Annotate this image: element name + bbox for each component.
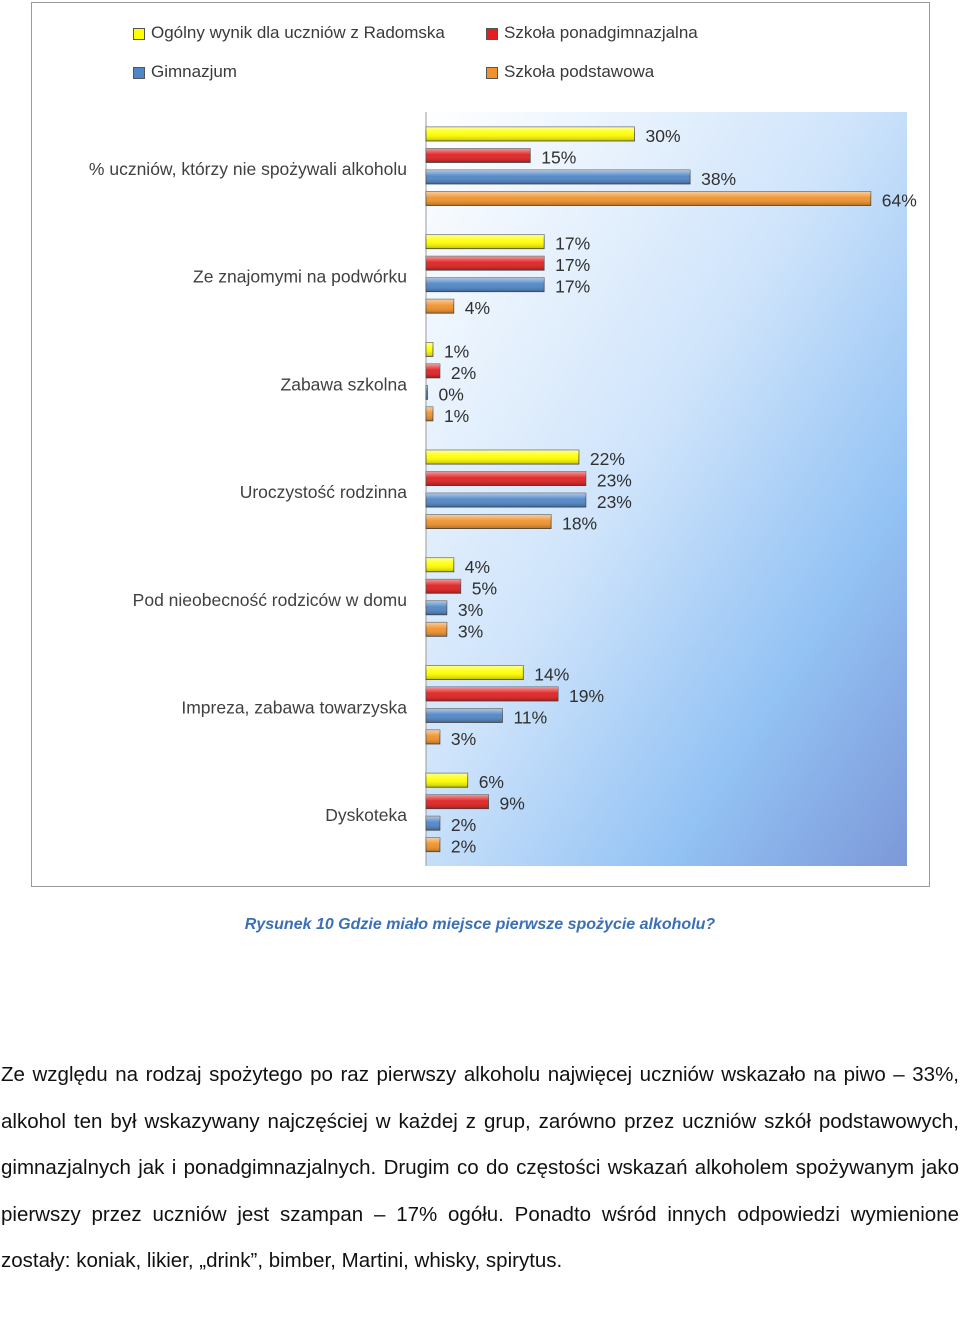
body-paragraph: Ze względu na rodzaj spożytego po raz pi… xyxy=(1,1063,959,1272)
value-label: 23% xyxy=(597,471,632,491)
bar-gloss xyxy=(426,191,871,206)
legend-item-primary: Szkoła podstawowa xyxy=(486,62,654,82)
bar-gloss xyxy=(426,148,531,163)
category-label: Impreza, zabawa towarzyska xyxy=(181,698,407,718)
value-label: 3% xyxy=(458,621,483,641)
bar-gloss xyxy=(426,708,503,723)
value-label: 4% xyxy=(465,557,490,577)
bar-gloss xyxy=(426,773,468,788)
bar-gloss xyxy=(426,127,635,141)
legend-label: Gimnazjum xyxy=(151,62,237,81)
value-label: 17% xyxy=(555,277,590,297)
bar-gloss xyxy=(426,579,461,594)
value-label: 4% xyxy=(465,298,490,318)
value-label: 22% xyxy=(590,449,625,469)
bar-gloss xyxy=(426,514,552,529)
value-label: 64% xyxy=(882,191,917,211)
legend-swatch-overall xyxy=(133,27,145,40)
value-label: 6% xyxy=(479,772,504,792)
value-label: 18% xyxy=(562,514,597,534)
value-label: 5% xyxy=(472,578,497,598)
bar-gloss xyxy=(426,450,579,465)
category-label: Pod nieobecność rodziców w domu xyxy=(133,590,407,610)
bar-gloss xyxy=(426,687,559,701)
legend-label: Szkoła podstawowa xyxy=(504,62,655,81)
category-label: Dyskoteka xyxy=(325,805,407,825)
value-label: 1% xyxy=(444,341,469,361)
bar-gloss xyxy=(426,342,433,357)
plot-background xyxy=(426,112,907,866)
value-label: 38% xyxy=(701,169,736,189)
legend-item-lower-secondary: Gimnazjum xyxy=(133,62,237,82)
category-label: Zabawa szkolna xyxy=(281,374,408,394)
bar-gloss xyxy=(426,730,440,744)
value-label: 19% xyxy=(569,686,604,706)
value-label: 2% xyxy=(451,837,476,857)
value-label: 30% xyxy=(646,126,681,146)
legend-label: Ogólny wynik dla uczniów z Radomska xyxy=(151,23,445,42)
bar-gloss xyxy=(426,406,433,421)
legend-swatch-upper-secondary xyxy=(486,27,498,40)
legend-swatch-lower-secondary xyxy=(133,66,145,79)
value-label: 9% xyxy=(500,794,525,814)
bar-gloss xyxy=(426,363,440,378)
bar-gloss xyxy=(426,794,489,809)
value-labels: 30%15%38%64%17%17%17%4%1%2%0%1%22%23%23%… xyxy=(439,126,917,857)
chart-frame: Ogólny wynik dla uczniów z Radomska Szko… xyxy=(31,2,930,887)
category-labels: % uczniów, którzy nie spożywali alkoholu… xyxy=(89,159,407,825)
bars xyxy=(425,126,872,853)
value-label: 17% xyxy=(555,234,590,254)
bar-gloss xyxy=(426,277,545,292)
bar-gloss xyxy=(426,493,586,508)
category-label: Uroczystość rodzinna xyxy=(240,482,408,502)
bar-gloss xyxy=(426,170,691,184)
figure-caption: Rysunek 10 Gdzie miało miejsce pierwsze … xyxy=(244,916,716,933)
legend-label: Szkoła ponadgimnazjalna xyxy=(504,23,698,42)
bar-chart: % uczniów, którzy nie spożywali alkoholu… xyxy=(89,112,917,866)
bar-gloss xyxy=(426,471,586,486)
bar-gloss xyxy=(426,256,545,271)
value-label: 17% xyxy=(555,255,590,275)
value-label: 23% xyxy=(597,492,632,512)
value-label: 0% xyxy=(439,384,464,404)
bar-gloss xyxy=(426,837,440,852)
bar-gloss xyxy=(426,234,545,249)
value-label: 2% xyxy=(451,815,476,835)
value-label: 2% xyxy=(451,363,476,383)
value-label: 14% xyxy=(534,665,569,685)
bar-gloss xyxy=(426,816,440,831)
legend-item-upper-secondary: Szkoła ponadgimnazjalna xyxy=(486,23,698,43)
value-label: 15% xyxy=(541,148,576,168)
bar-gloss xyxy=(426,557,454,572)
bar-gloss xyxy=(426,665,524,680)
value-label: 3% xyxy=(451,729,476,749)
legend-item-overall: Ogólny wynik dla uczniów z Radomska xyxy=(133,23,445,43)
category-label: Ze znajomymi na podwórku xyxy=(193,267,407,287)
value-label: 3% xyxy=(458,600,483,620)
bar-gloss xyxy=(426,299,454,314)
category-label: % uczniów, którzy nie spożywali alkoholu xyxy=(89,159,407,179)
legend-swatch-primary xyxy=(486,66,498,79)
bar-gloss xyxy=(426,385,428,400)
bar-gloss xyxy=(426,600,447,615)
value-label: 1% xyxy=(444,406,469,426)
bar-gloss xyxy=(426,622,447,637)
value-label: 11% xyxy=(513,708,547,728)
